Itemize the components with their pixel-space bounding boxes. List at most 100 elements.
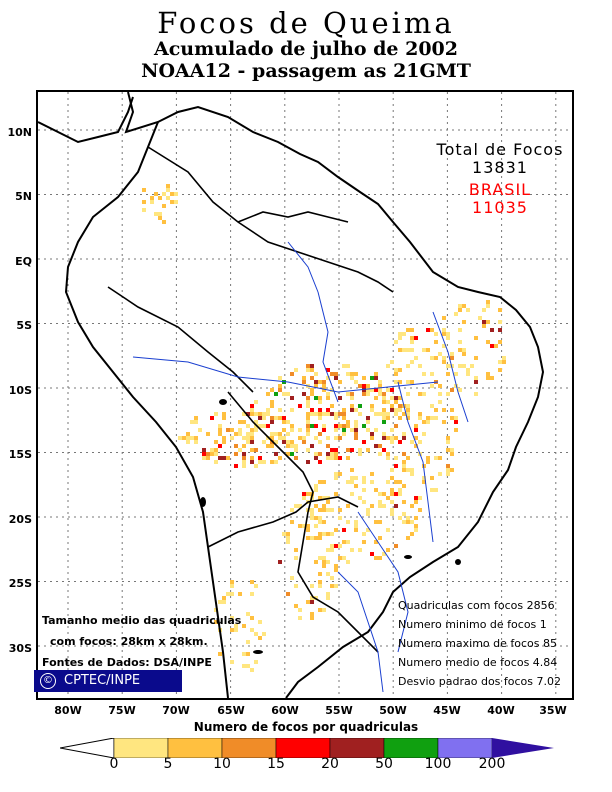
fire-cell bbox=[214, 452, 218, 456]
fire-cell bbox=[334, 544, 338, 548]
colorbar-tick-label: 50 bbox=[375, 756, 393, 772]
fire-cell bbox=[238, 420, 242, 424]
fire-cell bbox=[366, 420, 370, 424]
fire-cell bbox=[330, 372, 334, 376]
fire-cell bbox=[354, 432, 358, 436]
fire-cell bbox=[390, 440, 394, 444]
fire-cell bbox=[234, 628, 238, 632]
fire-cell bbox=[490, 328, 494, 332]
fire-cell bbox=[426, 420, 430, 424]
fire-cell bbox=[378, 412, 382, 416]
fire-cell bbox=[266, 424, 270, 428]
fire-cell bbox=[382, 392, 386, 396]
fire-cell bbox=[450, 416, 454, 420]
fire-cell bbox=[450, 448, 454, 452]
fire-cell bbox=[346, 424, 350, 428]
fire-cell bbox=[350, 468, 354, 472]
fire-cell bbox=[242, 452, 246, 456]
fire-cell bbox=[330, 448, 334, 452]
fire-cell bbox=[306, 412, 310, 416]
fire-cell bbox=[326, 500, 330, 504]
fire-cell bbox=[338, 456, 342, 460]
fire-cell bbox=[326, 508, 330, 512]
fire-cell bbox=[262, 424, 266, 428]
fire-cell bbox=[482, 320, 486, 324]
fire-cell bbox=[326, 596, 330, 600]
fire-cell bbox=[170, 192, 174, 196]
fire-cell bbox=[254, 632, 258, 636]
lon-label-35w: 35W bbox=[539, 704, 567, 717]
fire-cell bbox=[218, 600, 222, 604]
fire-cell bbox=[210, 452, 214, 456]
fire-cell bbox=[394, 504, 398, 508]
fire-cell bbox=[366, 384, 370, 388]
fire-cell bbox=[386, 528, 390, 532]
map-subtitle-period: Acumulado de julho de 2002 bbox=[153, 38, 458, 60]
fire-cell bbox=[498, 308, 502, 312]
lon-label-75w: 75W bbox=[108, 704, 136, 717]
fire-cell bbox=[410, 336, 414, 340]
fire-cell bbox=[410, 532, 414, 536]
fire-cell bbox=[442, 344, 446, 348]
fire-cell bbox=[310, 584, 314, 588]
fire-cell bbox=[158, 212, 162, 216]
fire-cell bbox=[382, 412, 386, 416]
fire-cell bbox=[334, 492, 338, 496]
fire-cell bbox=[426, 456, 430, 460]
fire-cell bbox=[206, 452, 210, 456]
fire-cell bbox=[314, 536, 318, 540]
fire-cell bbox=[330, 508, 334, 512]
fire-cell bbox=[454, 372, 458, 376]
fire-cell bbox=[438, 456, 442, 460]
fire-cell bbox=[202, 448, 206, 452]
fire-cell bbox=[202, 452, 206, 456]
fire-cell bbox=[386, 412, 390, 416]
fire-cell bbox=[458, 328, 462, 332]
fire-cell bbox=[246, 640, 250, 644]
fire-cell bbox=[402, 436, 406, 440]
fire-cell bbox=[306, 600, 310, 604]
fire-cell bbox=[382, 396, 386, 400]
fire-cell bbox=[294, 504, 298, 508]
fire-cell bbox=[386, 416, 390, 420]
fire-cell bbox=[282, 440, 286, 444]
fire-cell bbox=[306, 424, 310, 428]
fire-cell bbox=[326, 560, 330, 564]
fire-cell bbox=[302, 440, 306, 444]
fire-cells bbox=[142, 184, 506, 672]
fire-cell bbox=[242, 624, 246, 628]
fire-cell bbox=[298, 436, 302, 440]
fire-cell bbox=[262, 632, 266, 636]
fire-cell bbox=[454, 416, 458, 420]
fire-cell bbox=[142, 188, 146, 192]
fire-cell bbox=[382, 448, 386, 452]
fire-cell bbox=[326, 376, 330, 380]
fire-cell bbox=[318, 580, 322, 584]
fire-cell bbox=[246, 652, 250, 656]
fire-cell bbox=[334, 476, 338, 480]
fire-cell bbox=[366, 388, 370, 392]
fire-cell bbox=[414, 336, 418, 340]
fire-cell bbox=[462, 320, 466, 324]
fire-cell bbox=[250, 440, 254, 444]
region-value: 11035 bbox=[472, 198, 528, 217]
fire-cell bbox=[414, 496, 418, 500]
fire-cell bbox=[410, 360, 414, 364]
central-america bbox=[38, 96, 134, 144]
fire-cell bbox=[310, 376, 314, 380]
fire-cell bbox=[362, 440, 366, 444]
fire-cell bbox=[394, 408, 398, 412]
fire-cell bbox=[266, 408, 270, 412]
fire-cell bbox=[286, 452, 290, 456]
fire-cell bbox=[354, 380, 358, 384]
fire-cell bbox=[350, 492, 354, 496]
fire-cell bbox=[398, 348, 402, 352]
fire-cell bbox=[474, 336, 478, 340]
fire-cell bbox=[226, 456, 230, 460]
fire-cell bbox=[314, 452, 318, 456]
fire-cell bbox=[446, 372, 450, 376]
fire-cell bbox=[358, 452, 362, 456]
fire-cell bbox=[394, 400, 398, 404]
fire-cell bbox=[430, 372, 434, 376]
fire-cell bbox=[162, 220, 166, 224]
